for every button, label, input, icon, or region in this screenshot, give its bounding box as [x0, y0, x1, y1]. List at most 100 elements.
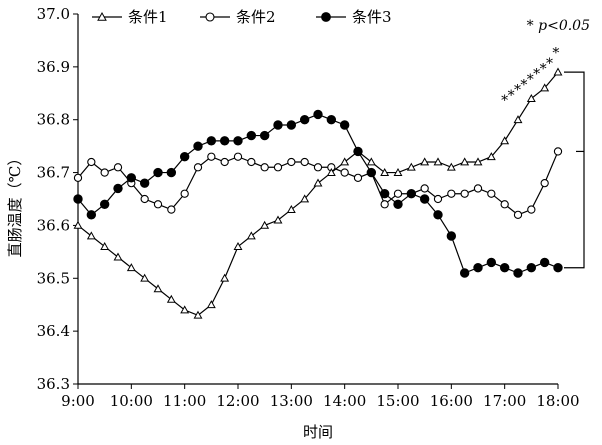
data-point-triangle — [73, 220, 83, 229]
data-point-triangle — [166, 294, 176, 303]
data-point-circle-filled — [366, 167, 377, 178]
data-point-triangle — [460, 157, 470, 166]
data-point-circle-filled — [153, 167, 163, 178]
series-line — [77, 113, 559, 274]
y-tick-label: 36.6 — [37, 216, 70, 234]
data-point-triangle — [366, 157, 376, 166]
x-tick-label: 15:00 — [376, 392, 419, 410]
data-point-circle-open — [287, 157, 296, 167]
series-line — [77, 71, 559, 316]
x-tick-label: 11:00 — [163, 392, 206, 410]
data-point-triangle — [180, 305, 190, 314]
legend-label: 条件2 — [236, 8, 276, 26]
data-point-triangle — [420, 157, 430, 166]
significance-layer: * * * * * * * ** — [501, 46, 585, 269]
data-point-circle-filled — [299, 115, 310, 125]
data-point-circle-open — [220, 157, 229, 167]
data-point-circle-filled — [486, 257, 497, 268]
data-point-circle-open — [113, 163, 123, 172]
series-3 — [73, 109, 563, 278]
data-point-circle-filled — [406, 189, 417, 199]
data-point-circle-filled — [513, 268, 523, 278]
data-point-circle-open — [553, 147, 563, 156]
data-point-circle-filled — [313, 109, 323, 120]
data-point-circle-open — [473, 184, 483, 193]
data-point-triangle — [553, 67, 563, 76]
significance-star: * — [501, 93, 508, 109]
data-point-circle-filled — [139, 178, 150, 188]
x-tick-label: 18:00 — [536, 392, 579, 410]
data-point-circle-filled — [126, 173, 137, 183]
data-point-triangle — [326, 167, 336, 176]
data-point-circle-open — [527, 205, 536, 214]
data-point-circle-filled — [206, 136, 217, 146]
data-point-triangle — [153, 284, 163, 293]
data-point-triangle — [300, 194, 310, 203]
y-tick-label: 36.7 — [37, 164, 70, 182]
data-point-triangle — [126, 263, 136, 272]
x-tick-label: 10:00 — [110, 392, 153, 410]
data-point-circle-open — [100, 168, 109, 177]
data-point-circle-open — [500, 200, 509, 209]
data-point-circle-open — [447, 189, 456, 198]
significance-star: * — [527, 72, 534, 88]
y-tick-label: 36.3 — [37, 375, 70, 393]
data-point-triangle — [97, 11, 107, 21]
data-point-triangle — [393, 167, 403, 176]
data-point-circle-filled — [419, 194, 430, 204]
data-point-circle-open — [260, 163, 269, 172]
data-point-circle-open — [180, 189, 189, 198]
data-point-circle-filled — [86, 210, 97, 220]
data-point-triangle — [340, 157, 350, 166]
data-point-triangle — [100, 241, 110, 250]
data-point-circle-open — [193, 163, 203, 172]
data-point-circle-filled — [433, 210, 443, 220]
y-tick-label: 36.8 — [37, 111, 70, 129]
data-point-circle-filled — [286, 120, 297, 130]
data-point-circle-open — [140, 194, 149, 204]
x-ticks: 9:00 10:00 11:00 12:00 13:00 14:00 15:00 16:00 1… — [61, 384, 580, 410]
data-point-triangle — [380, 167, 390, 176]
data-point-triangle — [86, 231, 96, 240]
y-tick-label: 36.5 — [37, 269, 70, 287]
data-point-triangle — [486, 152, 496, 161]
data-point-circle-filled — [326, 115, 337, 125]
data-point-circle-open — [87, 157, 96, 167]
y-ticks: 36.3 36.4 36.5 36.6 36.7 36.8 36.9 37.0 — [37, 5, 78, 393]
significance-star: * — [540, 61, 547, 77]
x-tick-label: 14:00 — [323, 392, 366, 410]
data-point-triangle — [246, 231, 256, 240]
x-tick-label: 13:00 — [270, 392, 313, 410]
data-point-triangle — [273, 215, 283, 224]
data-point-circle-open — [460, 189, 469, 198]
series-layer — [73, 67, 563, 319]
data-point-circle-filled — [459, 268, 470, 278]
data-point-circle-filled — [353, 146, 363, 157]
data-point-circle-filled — [339, 120, 350, 130]
data-point-circle-open — [433, 194, 443, 204]
data-point-circle-filled — [273, 120, 283, 130]
data-point-circle-open — [300, 157, 309, 167]
legend-item-1: 条件1 — [92, 8, 168, 26]
data-point-circle-open — [380, 200, 389, 209]
significance-star: * — [520, 77, 527, 93]
significance-star: * — [552, 46, 559, 62]
data-point-circle-open — [513, 210, 523, 220]
data-point-circle-open — [233, 152, 243, 161]
x-tick-label: 12:00 — [216, 392, 259, 410]
data-point-circle-open — [205, 12, 215, 22]
y-axis-title: 直肠温度（℃） — [6, 151, 24, 258]
data-point-triangle — [206, 300, 216, 309]
data-point-circle-open — [420, 184, 429, 193]
legend-item-3: 条件3 — [316, 8, 392, 26]
data-point-circle-open — [73, 173, 83, 183]
data-point-circle-open — [393, 189, 403, 198]
legend: 条件1 条件2 条件3 — [92, 8, 392, 26]
significance-star: * — [514, 83, 521, 99]
data-point-circle-filled — [526, 263, 537, 273]
significance-star: * — [508, 88, 515, 104]
data-point-circle-filled — [179, 152, 190, 162]
data-point-circle-filled — [473, 263, 483, 273]
data-point-triangle — [260, 220, 270, 229]
